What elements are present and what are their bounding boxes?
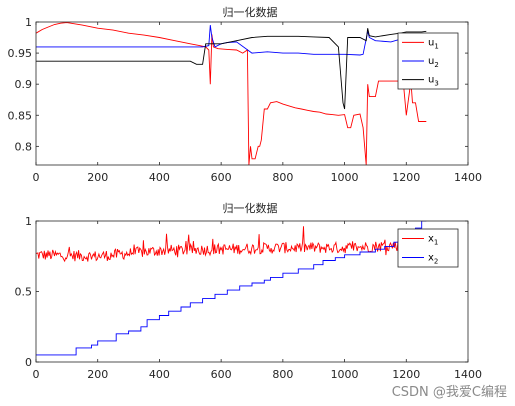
watermark: CSDN @我爱C编程: [391, 385, 507, 400]
subplot-1-xtick-label: 1000: [331, 171, 359, 184]
subplot-2-series-x1-line: [36, 226, 427, 263]
subplot-1: 归一化数据 0 200 400 600 800 1000 1200 1400 0.8 0.85 0.…: [8, 5, 483, 184]
legend-label-u1: u1: [428, 37, 439, 50]
subplot-2-axes-box: [35, 220, 469, 363]
subplot-1-xtick-label: 400: [149, 171, 170, 184]
subplot-2-title: 归一化数据: [223, 201, 278, 215]
subplot-2-xtick-label: 0: [33, 368, 40, 381]
subplot-1-xtick-label: 1400: [454, 171, 482, 184]
subplot-1-legend: u1 u2 u3: [397, 32, 459, 90]
legend-label-u3: u3: [428, 75, 439, 88]
legend-label-x2: x2: [428, 253, 438, 266]
subplot-1-ytick-label: 0.85: [8, 109, 33, 122]
subplot-2-xtick-label: 600: [211, 368, 232, 381]
subplot-1-series-u2-line: [36, 25, 427, 56]
subplot-2-xtick-label: 1200: [392, 368, 420, 381]
subplot-2-ytick-label: 0.5: [15, 286, 33, 299]
subplot-2-xtick-label: 800: [272, 368, 293, 381]
legend-label-u2: u2: [428, 56, 439, 69]
subplot-1-xtick-label: 0: [33, 171, 40, 184]
subplot-1-xtick-label: 600: [211, 171, 232, 184]
legend-label-x1: x1: [428, 234, 438, 247]
subplot-1-xtick-label: 800: [272, 171, 293, 184]
subplot-1-axes-box: [35, 21, 469, 166]
subplot-2-xtick-label: 1400: [454, 368, 482, 381]
subplot-1-xtick-label: 200: [87, 171, 108, 184]
subplot-2-xtick-label: 400: [149, 368, 170, 381]
subplot-2-legend-box: [397, 228, 459, 268]
subplot-1-series-u1-line: [36, 22, 427, 165]
subplot-1-xtick-label: 1200: [392, 171, 420, 184]
subplot-1-ytick-label: 0.8: [15, 140, 33, 153]
subplot-2-series-x2-line: [36, 221, 427, 356]
subplot-1-ytick-label: 0.95: [8, 47, 33, 60]
subplot-1-ytick-label: 0.9: [15, 78, 33, 91]
subplot-2-xtick-label: 1000: [331, 368, 359, 381]
subplot-2-ytick-label: 1: [25, 215, 32, 228]
subplot-1-series-u3-line: [36, 28, 427, 110]
subplot-2-xtick-label: 200: [87, 368, 108, 381]
subplot-1-ytick-label: 1: [25, 16, 32, 29]
subplot-2-ytick-label: 0: [25, 356, 32, 369]
subplot-1-title: 归一化数据: [223, 5, 278, 19]
